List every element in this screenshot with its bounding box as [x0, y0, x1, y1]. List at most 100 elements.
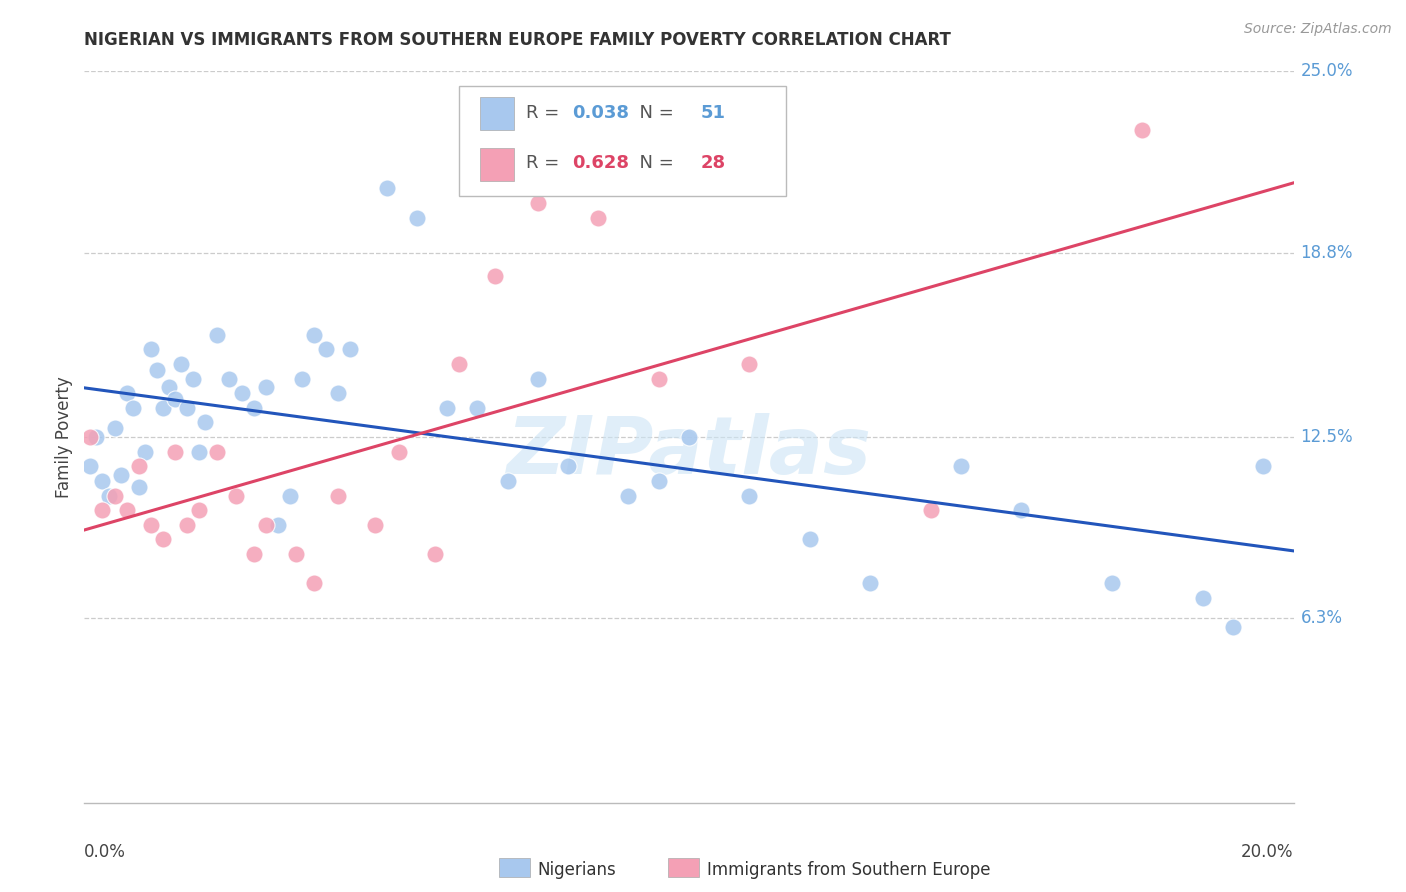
Point [302, 576, 325, 591]
Point [110, 468, 132, 483]
Text: 51: 51 [702, 104, 725, 122]
Point [139, 517, 162, 532]
Point [225, 489, 247, 503]
Point [115, 386, 138, 401]
Text: Immigrants from Southern Europe: Immigrants from Southern Europe [707, 861, 991, 879]
Point [128, 459, 150, 474]
Point [91, 474, 114, 488]
Point [188, 503, 211, 517]
Point [165, 392, 187, 406]
Point [406, 211, 429, 225]
Point [134, 444, 156, 458]
FancyBboxPatch shape [460, 86, 786, 195]
Point [267, 517, 290, 532]
Point [91, 503, 114, 517]
Text: ZIPatlas: ZIPatlas [506, 413, 872, 491]
Point [79, 430, 101, 444]
Text: 0.0%: 0.0% [84, 843, 127, 861]
Point [139, 343, 162, 357]
Text: R =: R = [526, 104, 565, 122]
Point [588, 211, 610, 225]
Point [152, 533, 174, 547]
Text: 0.038: 0.038 [572, 104, 628, 122]
Point [86, 430, 108, 444]
Point [527, 196, 550, 211]
Point [284, 547, 308, 561]
Text: N =: N = [628, 153, 681, 172]
Text: 20.0%: 20.0% [1241, 843, 1294, 861]
Point [527, 371, 550, 385]
Point [799, 533, 821, 547]
Text: Source: ZipAtlas.com: Source: ZipAtlas.com [1244, 22, 1392, 37]
Point [496, 474, 519, 488]
Point [104, 489, 127, 503]
Point [647, 371, 671, 385]
Point [1130, 123, 1153, 137]
Point [328, 489, 350, 503]
Point [97, 489, 120, 503]
Text: 12.5%: 12.5% [1301, 428, 1353, 446]
Point [242, 401, 264, 415]
Point [188, 444, 211, 458]
Point [254, 517, 277, 532]
Text: 28: 28 [702, 153, 725, 172]
Point [121, 401, 143, 415]
Point [467, 401, 489, 415]
Point [194, 416, 217, 430]
Text: N =: N = [628, 104, 681, 122]
Point [363, 517, 385, 532]
Y-axis label: Family Poverty: Family Poverty [55, 376, 73, 498]
Point [170, 357, 193, 371]
Point [859, 576, 882, 591]
Point [339, 343, 361, 357]
Point [557, 459, 579, 474]
Point [375, 181, 398, 195]
Point [950, 459, 973, 474]
Point [436, 401, 458, 415]
Point [647, 474, 671, 488]
Text: 25.0%: 25.0% [1301, 62, 1353, 80]
Point [79, 459, 101, 474]
Point [1251, 459, 1274, 474]
Point [484, 269, 506, 284]
Point [291, 371, 314, 385]
Point [1222, 620, 1244, 634]
Point [104, 421, 127, 435]
Point [181, 371, 204, 385]
Point [218, 371, 240, 385]
Point [207, 444, 229, 458]
Text: R =: R = [526, 153, 565, 172]
Point [1010, 503, 1032, 517]
Text: 18.8%: 18.8% [1301, 244, 1353, 261]
Point [165, 444, 187, 458]
Point [315, 343, 337, 357]
Point [1101, 576, 1123, 591]
Point [128, 480, 150, 494]
Point [388, 444, 411, 458]
Point [920, 503, 942, 517]
Text: NIGERIAN VS IMMIGRANTS FROM SOUTHERN EUROPE FAMILY POVERTY CORRELATION CHART: NIGERIAN VS IMMIGRANTS FROM SOUTHERN EUR… [84, 31, 952, 49]
Text: 0.628: 0.628 [572, 153, 628, 172]
Point [678, 430, 700, 444]
Point [176, 401, 198, 415]
Point [176, 517, 198, 532]
Point [278, 489, 301, 503]
Text: Nigerians: Nigerians [537, 861, 616, 879]
Point [328, 386, 350, 401]
Point [738, 357, 761, 371]
Point [1192, 591, 1215, 605]
Point [423, 547, 446, 561]
Point [617, 489, 640, 503]
Point [302, 327, 325, 342]
Point [157, 380, 180, 394]
Point [449, 357, 471, 371]
FancyBboxPatch shape [479, 97, 513, 130]
FancyBboxPatch shape [479, 148, 513, 181]
Point [738, 489, 761, 503]
Point [254, 380, 277, 394]
Point [207, 327, 229, 342]
Point [231, 386, 253, 401]
Point [242, 547, 264, 561]
Text: 6.3%: 6.3% [1301, 609, 1343, 627]
Point [115, 503, 138, 517]
